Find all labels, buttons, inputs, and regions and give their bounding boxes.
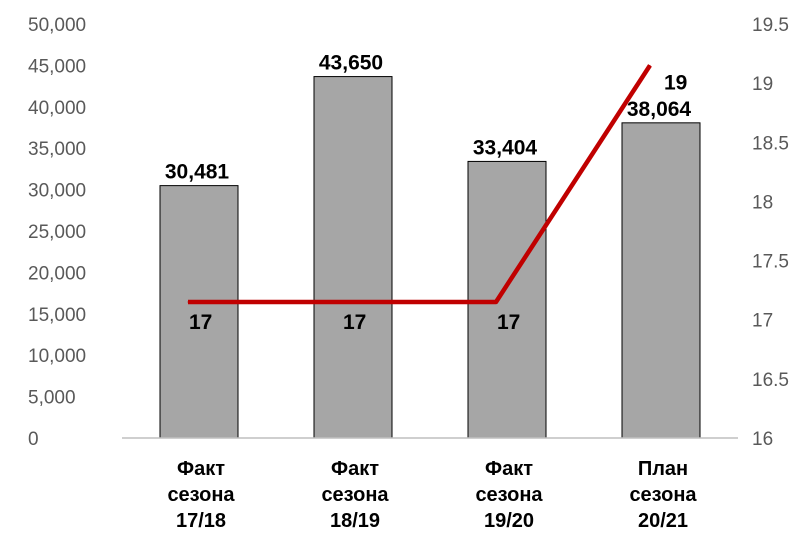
bar	[621, 122, 701, 439]
y-left-tick-label: 10,000	[28, 346, 86, 367]
line-point	[495, 301, 497, 303]
x-tick-label: сезона	[475, 484, 543, 506]
x-tick-label: сезона	[321, 484, 389, 506]
x-tick-label: Факт	[177, 458, 225, 480]
bar	[313, 76, 393, 439]
x-tick-label: План	[638, 458, 688, 480]
line-point	[649, 64, 651, 66]
y-right-tick-label: 18	[752, 192, 773, 213]
line-data-label: 19	[664, 71, 687, 94]
y-left-tick-label: 50,000	[28, 15, 86, 36]
y-right-tick-label: 17	[752, 311, 773, 332]
bar	[467, 160, 547, 439]
y-right-tick-label: 18.5	[752, 133, 789, 154]
y-right-tick-label: 19	[752, 74, 773, 95]
line-point	[341, 301, 343, 303]
bar-data-label: 43,650	[319, 52, 383, 75]
x-tick-label: 19/20	[484, 510, 534, 532]
y-left-tick-label: 30,000	[28, 181, 86, 202]
bar-data-label: 30,481	[165, 161, 230, 184]
x-tick-label: сезона	[629, 484, 697, 506]
y-left-tick-label: 40,000	[28, 98, 86, 119]
bar-data-label: 33,404	[473, 136, 538, 159]
y-left-tick-label: 5,000	[28, 388, 76, 409]
line-data-label: 17	[343, 311, 366, 334]
line-data-label: 17	[497, 311, 520, 334]
y-left-tick-label: 0	[28, 429, 39, 450]
line-data-label: 17	[189, 311, 212, 334]
line-series	[188, 64, 652, 305]
x-tick-label: Факт	[485, 458, 533, 480]
y-left-tick-label: 35,000	[28, 139, 86, 160]
y-right-tick-label: 17.5	[752, 252, 789, 273]
x-tick-label: 17/18	[176, 510, 226, 532]
line-point	[187, 301, 189, 303]
bar-data-label: 38,064	[627, 98, 692, 121]
y-right-tick-label: 16	[752, 429, 773, 450]
x-tick-label: Факт	[331, 458, 379, 480]
x-tick-label: 18/19	[330, 510, 380, 532]
y-left-tick-label: 20,000	[28, 263, 86, 284]
y-left-tick-label: 45,000	[28, 56, 86, 77]
x-tick-label: сезона	[167, 484, 235, 506]
y-left-tick-label: 15,000	[28, 305, 86, 326]
y-left-tick-label: 25,000	[28, 222, 86, 243]
x-tick-label: 20/21	[638, 510, 688, 532]
y-right-tick-label: 16.5	[752, 370, 789, 391]
bar	[159, 185, 239, 439]
y-right-tick-label: 19.5	[752, 15, 789, 36]
